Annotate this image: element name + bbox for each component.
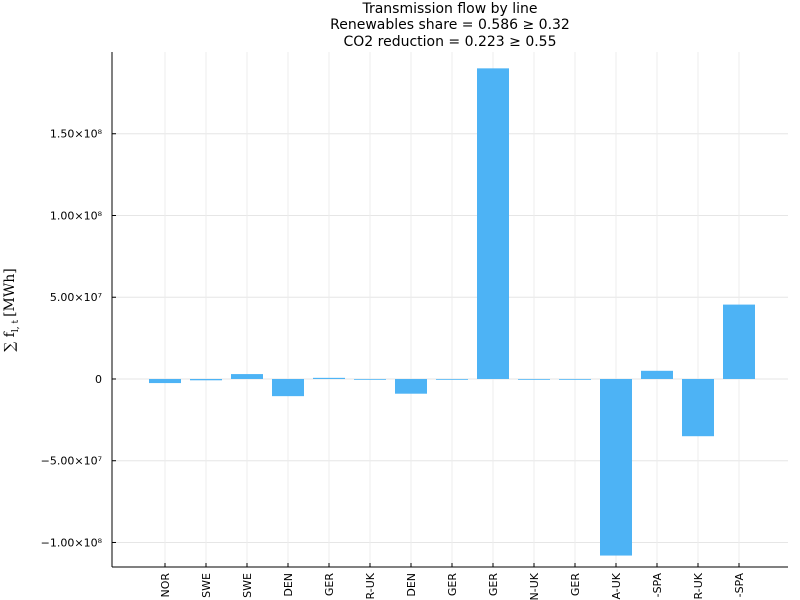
x-tick-label: -SPA bbox=[733, 573, 746, 598]
bar bbox=[190, 378, 222, 381]
bar bbox=[313, 377, 345, 379]
bar bbox=[600, 378, 632, 556]
y-tick-label: −5.00×10⁷ bbox=[41, 455, 102, 468]
y-tick-label: 0 bbox=[95, 373, 102, 386]
y-label-unit: [MWh] bbox=[2, 268, 18, 317]
x-tick-label: A-UK bbox=[610, 572, 623, 599]
x-tick-label: GER bbox=[569, 573, 582, 596]
x-tick-label: -SPA bbox=[651, 573, 664, 598]
y-tick-labels: −1.00×10⁸ −5.00×10⁷ 0 5.00×10⁷ 1.00×10⁸ 1.50×… bbox=[41, 128, 116, 549]
bars bbox=[149, 68, 755, 556]
bar bbox=[354, 378, 386, 380]
bar bbox=[559, 378, 591, 380]
bar bbox=[477, 68, 509, 379]
y-axis-label: ∑ fl, t [MWh] bbox=[2, 268, 21, 352]
y-label-index: l, t bbox=[11, 320, 21, 333]
chart-title: Transmission flow by line Renewables sha… bbox=[330, 1, 570, 50]
x-tick-labels: NOR SWE SWE DEN GER R-UK DEN GER GER N-UK GER A-UK -… bbox=[159, 563, 746, 600]
y-tick-label: 1.00×10⁸ bbox=[50, 209, 103, 222]
x-tick-label: DEN bbox=[405, 573, 418, 597]
bar bbox=[231, 374, 263, 379]
chart-title-line-3: CO2 reduction = 0.223 ≥ 0.55 bbox=[343, 34, 556, 50]
x-tick-label: NOR bbox=[159, 573, 172, 598]
x-tick-label: N-UK bbox=[528, 572, 541, 600]
axes bbox=[111, 52, 788, 568]
chart-title-line-2: Renewables share = 0.586 ≥ 0.32 bbox=[330, 17, 570, 33]
bar bbox=[436, 378, 468, 380]
x-tick-label: GER bbox=[487, 573, 500, 596]
x-tick-label: R-UK bbox=[364, 572, 377, 599]
bar bbox=[149, 378, 181, 384]
y-tick-label: 5.00×10⁷ bbox=[50, 291, 102, 304]
x-tick-label: DEN bbox=[282, 573, 295, 597]
x-tick-label: GER bbox=[446, 573, 459, 596]
chart-title-line-1: Transmission flow by line bbox=[361, 1, 537, 17]
bar bbox=[682, 378, 714, 437]
x-tick-label: SWE bbox=[200, 573, 213, 598]
x-tick-label: R-UK bbox=[692, 572, 705, 599]
bar bbox=[723, 304, 755, 379]
bar bbox=[641, 370, 673, 379]
bar bbox=[272, 378, 304, 397]
svg-text:∑ fl, t[MWh]: ∑ fl, t [MWh] bbox=[2, 268, 21, 352]
x-tick-label: GER bbox=[323, 573, 336, 596]
bar bbox=[395, 378, 427, 394]
y-tick-label: 1.50×10⁸ bbox=[50, 128, 103, 141]
grid-lines bbox=[112, 52, 788, 567]
x-tick-label: SWE bbox=[241, 573, 254, 598]
y-tick-label: −1.00×10⁸ bbox=[41, 536, 103, 549]
y-label-sum: ∑ f bbox=[2, 330, 18, 351]
bar bbox=[518, 378, 550, 380]
